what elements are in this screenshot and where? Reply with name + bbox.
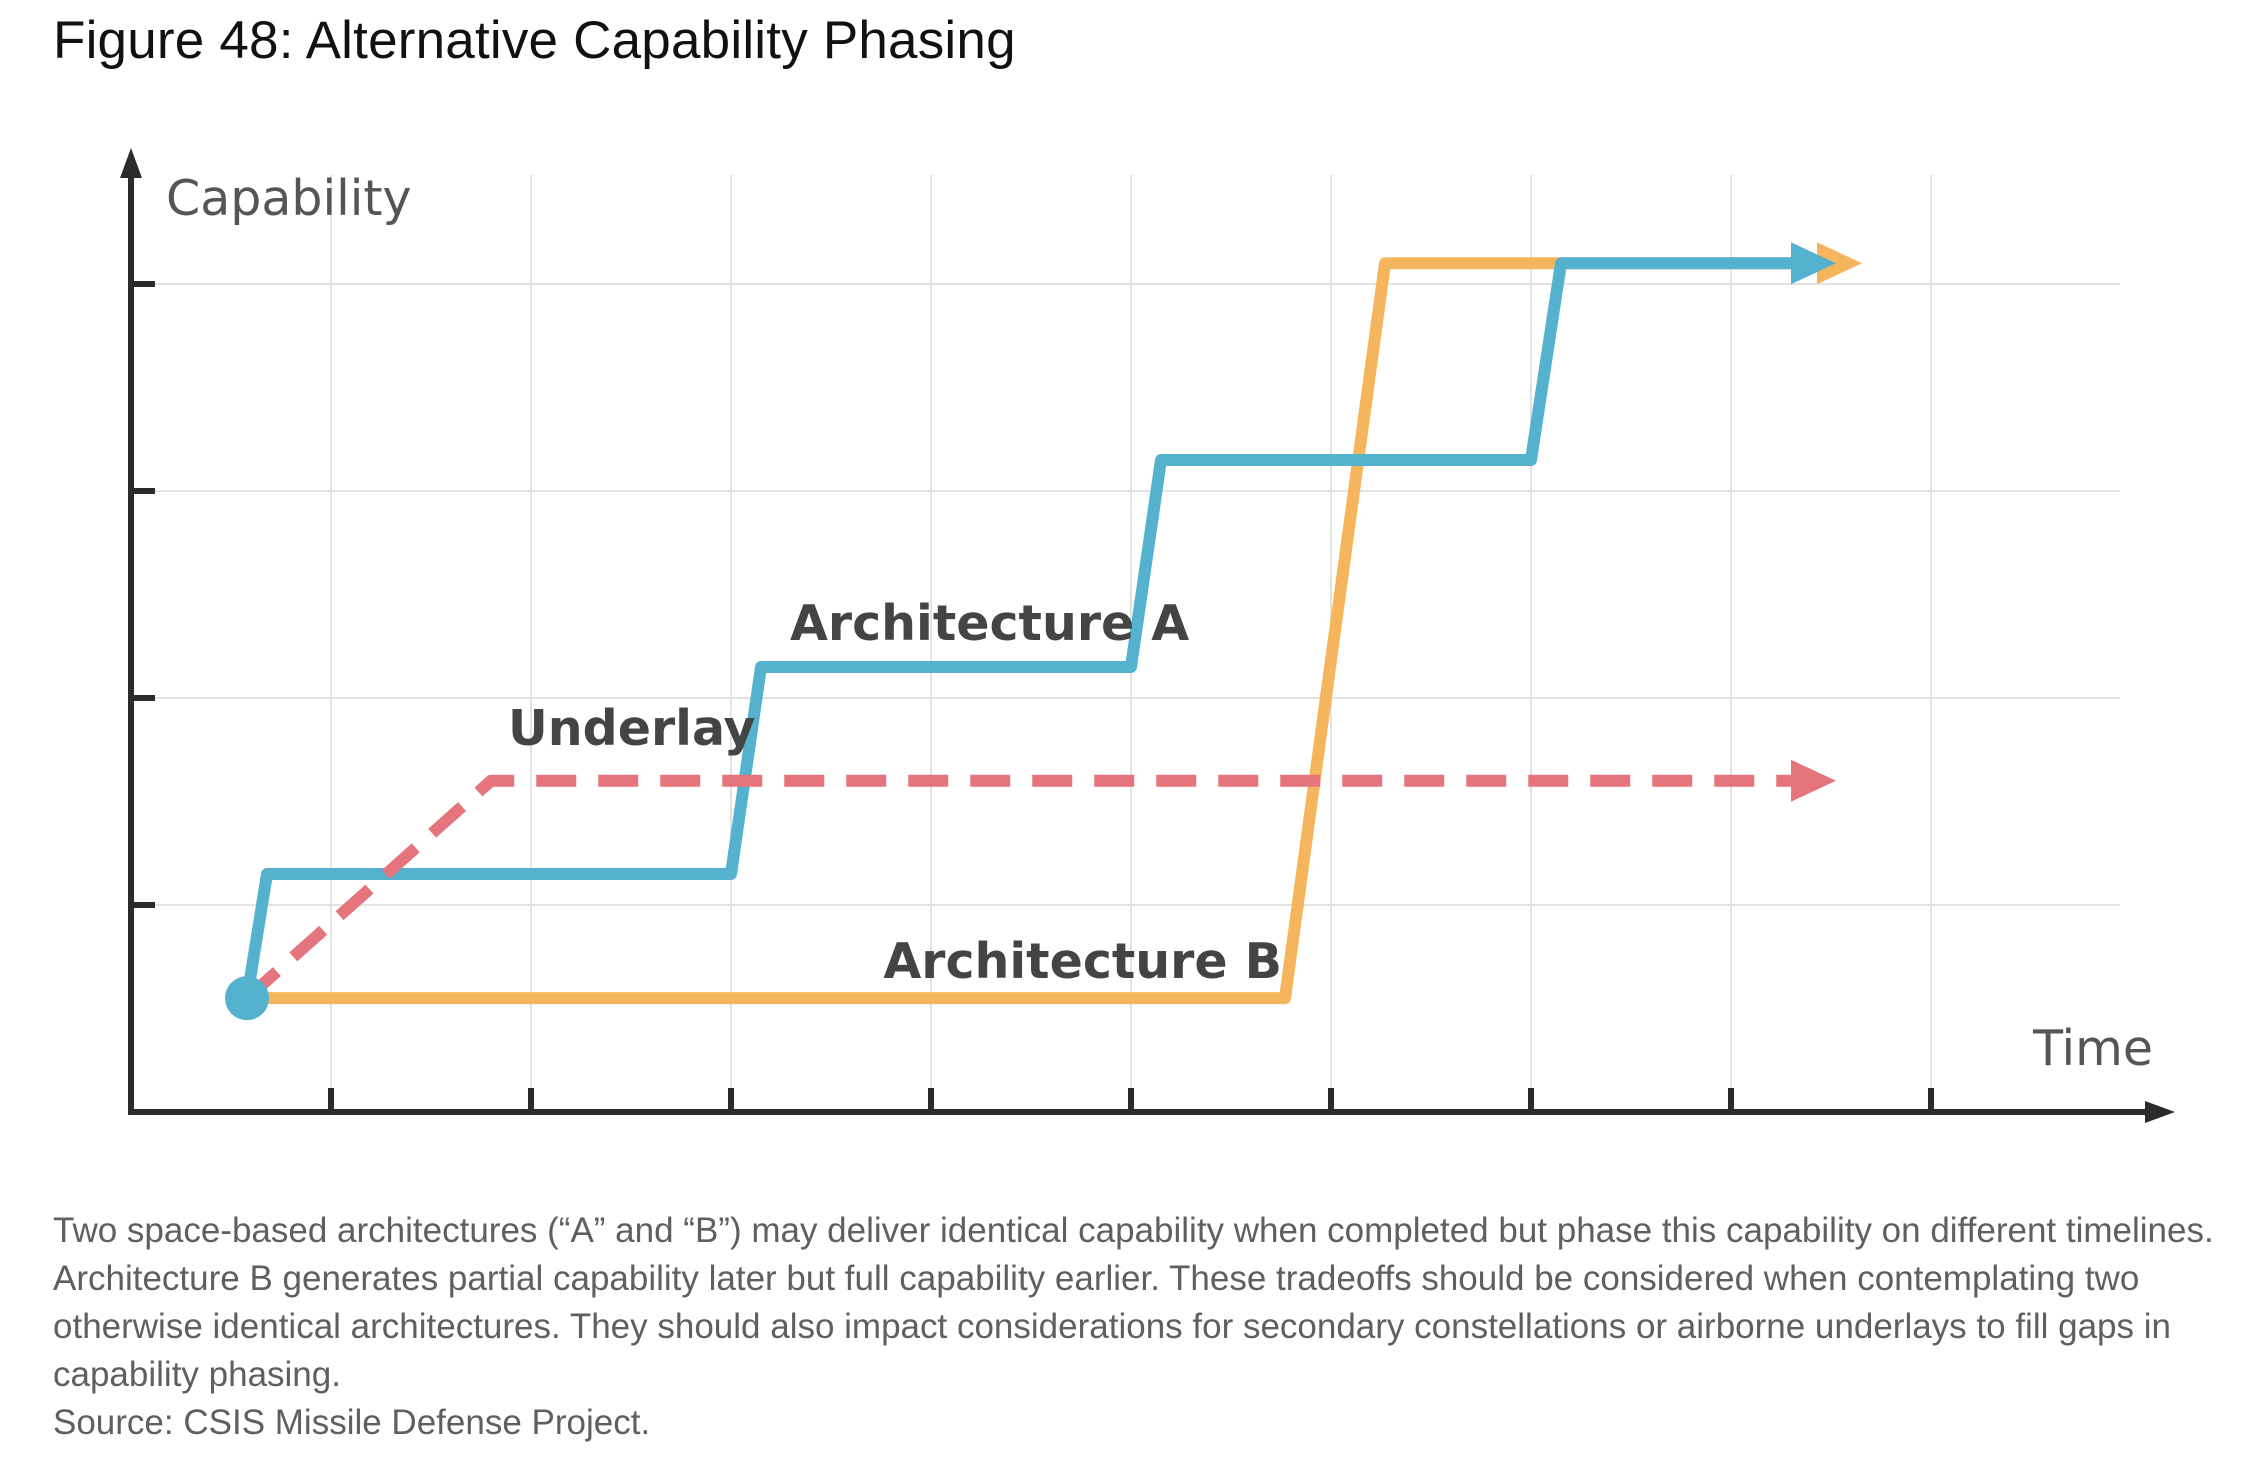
caption-text: Two space-based architectures (“A” and “… — [53, 1211, 2214, 1394]
y-axis-label: Capability — [166, 170, 412, 227]
series-arrow-architecture-b-icon — [1817, 242, 1862, 285]
x-axis-label: Time — [2032, 1020, 2153, 1077]
ticks — [131, 281, 1934, 1112]
series-label-architecture-a: Architecture A — [790, 595, 1189, 652]
figure-title: Figure 48: Alternative Capability Phasin… — [53, 11, 1016, 70]
y-axis-arrow-icon — [120, 148, 142, 178]
series-arrow-underlay-icon — [1791, 759, 1836, 802]
x-axis-arrow-icon — [2145, 1101, 2175, 1123]
caption-source: Source: CSIS Missile Defense Project. — [53, 1403, 651, 1442]
series-label-architecture-b: Architecture B — [883, 933, 1282, 990]
capability-phasing-chart: Capability Time Architecture A Underlay … — [120, 148, 2175, 1123]
series-line-underlay — [243, 774, 1791, 1003]
start-point-marker — [225, 976, 269, 1021]
figure-caption: Two space-based architectures (“A” and “… — [53, 1207, 2233, 1447]
series-line-architecture-a — [241, 257, 1791, 1000]
axes — [120, 148, 2175, 1123]
series-arrow-architecture-a-icon — [1791, 242, 1836, 285]
series-label-underlay: Underlay — [508, 700, 755, 757]
grid — [131, 175, 2120, 1112]
series — [225, 242, 1862, 1021]
